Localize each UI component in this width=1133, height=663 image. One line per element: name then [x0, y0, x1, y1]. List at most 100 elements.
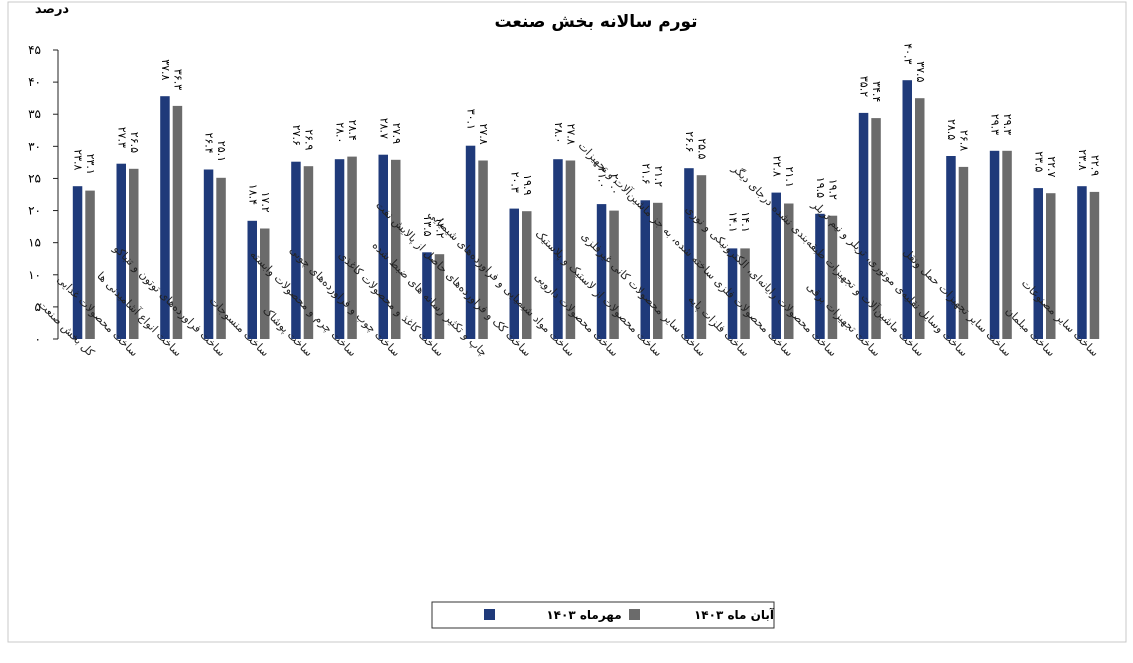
bar-value-label: ۲۶.۵	[128, 132, 141, 153]
bar-mehr	[160, 96, 170, 339]
bar-mehr	[640, 200, 650, 339]
bar-value-label: ۲۸.۵	[945, 119, 958, 140]
bar-aban	[172, 105, 183, 340]
bar-aban	[740, 248, 750, 339]
bar-value-label: ۲۹.۳	[989, 114, 1002, 135]
bar-mehr	[727, 248, 738, 339]
bar-aban	[522, 211, 532, 339]
bar-value-label: ۲۱.۱	[783, 167, 796, 188]
bar-value-label: ۲۲.۷	[1045, 156, 1058, 177]
bar-value-label: ۲۳.۵	[1032, 151, 1045, 172]
bar-value-label: ۲۸.۰	[552, 122, 565, 143]
bar-value-label: ۲۳.۸	[72, 149, 85, 170]
bar-value-label: ۲۸.۴	[346, 120, 359, 141]
bar-value-label: ۲۷.۸	[477, 124, 490, 145]
bar-mehr	[815, 213, 825, 339]
y-tick-label: ۳۵	[28, 107, 41, 121]
bar-value-label: ۲۶.۸	[957, 130, 970, 151]
bar-aban	[347, 156, 357, 339]
bar-value-label: ۴۰.۳	[901, 43, 914, 64]
bar-value-label: ۳۰.۱	[465, 109, 478, 130]
bar-aban	[609, 210, 619, 339]
y-tick-label: ۰	[35, 332, 41, 346]
bar-aban	[216, 177, 226, 339]
bar-aban	[915, 98, 925, 339]
bar-value-label: ۱۹.۲	[826, 179, 839, 200]
bar-value-label: ۱۹.۹	[521, 174, 534, 195]
bar-mehr	[902, 80, 912, 339]
bar-mehr	[378, 154, 388, 339]
bar-value-label: ۲۲.۹	[1088, 155, 1101, 176]
bar-mehr	[1077, 186, 1087, 339]
bar-aban	[1002, 150, 1012, 339]
bar-value-label: ۲۹.۳	[1001, 114, 1014, 135]
bar-value-label: ۲۶.۹	[302, 129, 315, 150]
bar-value-label: ۲۶.۴	[203, 133, 216, 154]
bar-aban	[696, 175, 707, 339]
bar-value-label: ۲۶.۶	[683, 131, 696, 152]
legend: مهرماه ۱۴۰۳ آبان ماه ۱۴۰۳	[431, 601, 775, 629]
bar-value-label: ۱۸.۴	[246, 184, 259, 205]
bar-mehr	[203, 169, 214, 339]
bar-value-label: ۲۸.۰	[334, 122, 347, 143]
bar-aban	[958, 166, 969, 339]
bar-value-label: ۳۴.۴	[870, 81, 883, 102]
y-tick-label: ۲۵	[28, 171, 41, 185]
bar-value-label: ۲۸.۷	[377, 118, 390, 139]
bar-mehr	[116, 163, 126, 339]
chart-title: تورم سالانه بخش صنعت	[494, 12, 697, 32]
bar-mehr	[989, 150, 1000, 339]
bar-mehr	[422, 252, 432, 339]
bar-aban	[434, 254, 445, 339]
bar-value-label: ۲۵.۱	[215, 141, 228, 162]
legend-swatch	[629, 609, 640, 620]
bar-aban	[1089, 191, 1100, 339]
bar-value-label: ۱۳.۵	[421, 215, 434, 236]
bar-value-label: ۲۷.۶	[290, 125, 303, 146]
bar-value-label: ۲۳.۸	[1076, 149, 1089, 170]
bar-value-label: ۲۰.۳	[508, 172, 521, 193]
y-axis: ۰ ۵ ۱۰ ۱۵ ۲۰ ۲۵ ۳۰ ۳۵ ۴۰ ۴۵	[28, 43, 59, 346]
bar-value-label: ۲۱.۲	[652, 166, 665, 187]
bar-mehr	[247, 220, 257, 339]
bar-aban	[129, 168, 139, 339]
bar-mehr	[858, 112, 869, 340]
bar-value-label: ۲۳.۱	[84, 154, 97, 175]
bar-mehr	[596, 204, 607, 339]
bar-mehr	[334, 159, 345, 339]
bar-value-label: ۳۵.۲	[858, 76, 871, 97]
y-tick-label: ۴۰	[28, 75, 41, 89]
y-tick-label: ۱۰	[28, 268, 41, 282]
bar-aban	[260, 228, 270, 339]
bar-aban	[827, 215, 838, 339]
bar-aban	[391, 159, 401, 339]
bar-value-label: ۱۳.۲	[433, 217, 446, 238]
bar-aban	[871, 118, 881, 339]
bar-mehr	[291, 161, 301, 339]
bar-aban	[85, 190, 95, 339]
bar-value-label: ۲۱.۶	[639, 163, 652, 184]
legend-label: مهرماه ۱۴۰۳	[546, 608, 621, 622]
bar-value-label: ۲۰.۰	[608, 174, 621, 195]
bar-aban	[653, 202, 663, 339]
bar-labels: ۲۳.۸ ۲۳.۱۲۷.۳ ۲۶.۵۳۷.۸ ۳۶.۳۲۶.۴ ۲۵.۱۱۸.۴ ۱۷.۲…	[72, 43, 1102, 238]
bar-value-label: ۱۹.۵	[814, 177, 827, 198]
y-axis-label: درصد	[35, 2, 70, 17]
y-tick-label: ۵	[35, 300, 41, 314]
y-tick-label: ۴۵	[28, 43, 41, 57]
bar-aban	[1046, 193, 1056, 339]
bar-mehr	[684, 168, 694, 339]
bar-value-label: ۲۷.۳	[115, 127, 128, 148]
bar-aban	[303, 166, 314, 339]
bar-aban	[565, 160, 576, 339]
bar-mehr	[946, 156, 956, 339]
bar-value-label: ۲۲.۸	[770, 156, 783, 177]
bar-mehr	[465, 145, 476, 339]
bar-mehr	[1033, 188, 1043, 339]
bar-value-label: ۳۷.۸	[159, 59, 172, 80]
y-tick-label: ۱۵	[28, 236, 41, 250]
bars	[72, 80, 1100, 340]
bar-value-label: ۲۱.۰	[596, 167, 609, 188]
